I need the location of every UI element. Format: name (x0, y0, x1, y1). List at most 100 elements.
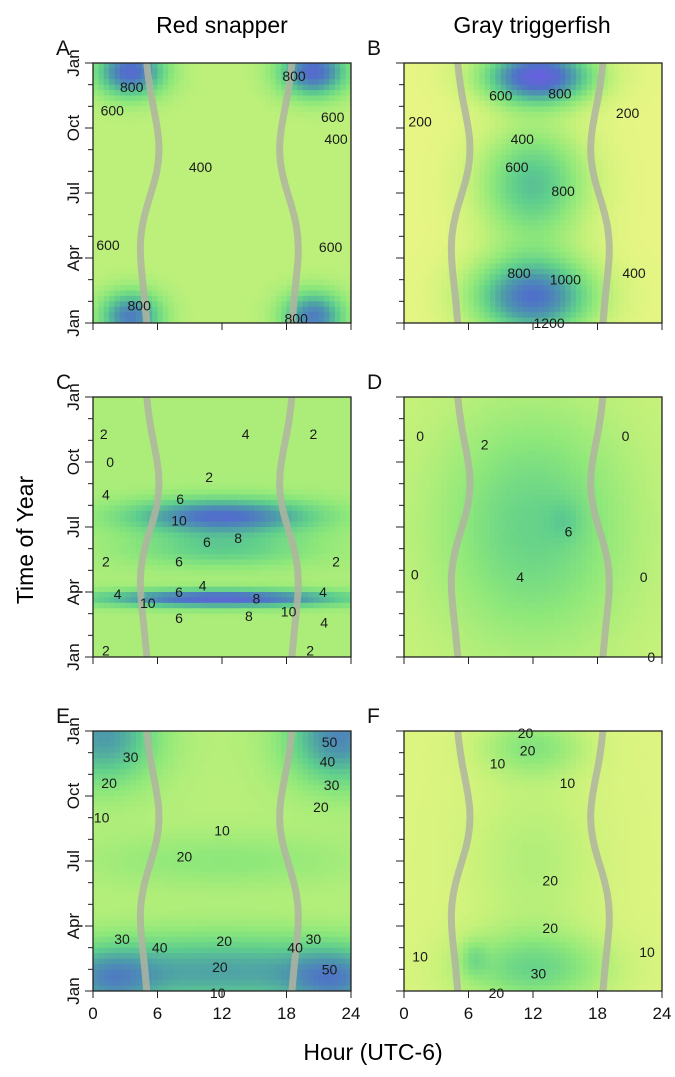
heatmap-cell (420, 63, 427, 70)
heatmap-cell (538, 236, 545, 243)
heatmap-cell (130, 111, 137, 118)
heatmap-cell (318, 182, 325, 189)
heatmap-cell (522, 187, 529, 194)
heatmap-cell (146, 290, 153, 297)
heatmap-cell (114, 564, 121, 571)
heatmap-cell (340, 100, 347, 107)
heatmap-cell (243, 84, 250, 91)
heatmap-cell (645, 182, 652, 189)
heatmap-cell (146, 247, 153, 254)
heatmap-cell (93, 63, 99, 70)
heatmap-cell (645, 73, 652, 80)
heatmap-cell (173, 285, 180, 292)
heatmap-cell (404, 290, 410, 297)
heatmap-cell (511, 106, 518, 113)
heatmap-cell (195, 90, 202, 97)
heatmap-cell (468, 258, 475, 265)
heatmap-cell (270, 79, 277, 86)
heatmap-cell (238, 220, 245, 227)
heatmap-cell (597, 252, 604, 259)
heatmap-cell (602, 193, 609, 200)
heatmap-cell (125, 79, 132, 86)
heatmap-cell (613, 203, 620, 210)
heatmap-cell (511, 312, 518, 319)
heatmap-cell (184, 100, 191, 107)
heatmap-cell (103, 570, 110, 577)
heatmap-cell (565, 198, 572, 205)
heatmap-cell (205, 84, 212, 91)
heatmap-cell (270, 149, 277, 156)
heatmap-cell (340, 138, 347, 145)
heatmap-cell (200, 301, 207, 308)
heatmap-cell (441, 258, 448, 265)
heatmap-cell (533, 252, 539, 259)
heatmap-cell (141, 241, 148, 248)
heatmap-cell (570, 144, 577, 151)
heatmap-cell (538, 133, 545, 140)
heatmap-cell (125, 489, 132, 496)
heatmap-cell (109, 456, 116, 463)
heatmap-cell (119, 548, 126, 555)
heatmap-cell (93, 95, 99, 102)
heatmap-cell (495, 106, 502, 113)
heatmap-cell (500, 160, 507, 167)
heatmap-cell (473, 160, 480, 167)
contour-label: 400 (189, 159, 213, 175)
heatmap-cell (527, 144, 534, 151)
heatmap-cell (130, 138, 137, 145)
heatmap-cell (195, 133, 202, 140)
heatmap-cell (414, 100, 421, 107)
heatmap-cell (533, 236, 539, 243)
heatmap-cell (119, 651, 126, 657)
heatmap-cell (495, 274, 502, 281)
heatmap-cell (227, 106, 234, 113)
heatmap-cell (329, 301, 336, 308)
heatmap-cell (184, 149, 191, 156)
heatmap-cell (629, 312, 636, 319)
heatmap-cell (473, 171, 480, 178)
heatmap-cell (479, 100, 486, 107)
heatmap-cell (270, 133, 277, 140)
heatmap-cell (227, 295, 234, 302)
heatmap-cell (313, 220, 320, 227)
heatmap-cell (222, 252, 228, 259)
heatmap-cell (516, 95, 523, 102)
heatmap-cell (211, 90, 218, 97)
heatmap-cell (93, 285, 99, 292)
heatmap-cell (313, 111, 320, 118)
heatmap-cell (447, 160, 453, 167)
heatmap-cell (629, 225, 636, 232)
heatmap-cell (109, 407, 116, 414)
heatmap-cell (576, 144, 582, 151)
heatmap-cell (645, 117, 652, 124)
heatmap-cell (211, 117, 218, 124)
heatmap-cell (543, 312, 550, 319)
heatmap-cell (506, 84, 513, 91)
heatmap-cell (259, 317, 266, 323)
heatmap-cell (484, 73, 491, 80)
heatmap-cell (205, 230, 212, 237)
heatmap-cell (168, 203, 175, 210)
heatmap-cell (103, 214, 110, 221)
heatmap-cell (109, 597, 116, 604)
heatmap-cell (243, 306, 250, 313)
heatmap-cell (114, 106, 121, 113)
heatmap-cell (425, 214, 432, 221)
heatmap-cell (308, 165, 314, 172)
heatmap-cell (538, 252, 545, 259)
heatmap-cell (141, 187, 148, 194)
heatmap-cell (114, 100, 121, 107)
heatmap-cell (152, 241, 159, 248)
heatmap-cell (624, 317, 631, 323)
heatmap-cell (243, 274, 250, 281)
heatmap-cell (195, 73, 202, 80)
heatmap-cell (103, 505, 110, 512)
heatmap-cell (409, 285, 416, 292)
heatmap-cell (559, 111, 566, 118)
heatmap-cell (109, 402, 116, 409)
heatmap-cell (441, 144, 448, 151)
heatmap-cell (570, 165, 577, 172)
heatmap-cell (189, 111, 196, 118)
heatmap-cell (506, 63, 513, 70)
heatmap-cell (559, 295, 566, 302)
